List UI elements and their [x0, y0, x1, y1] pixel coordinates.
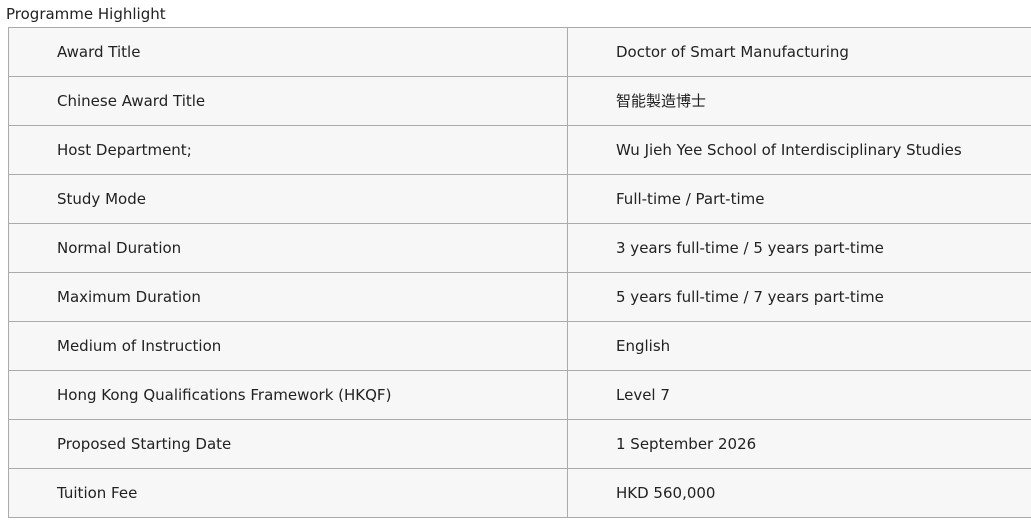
table-row: Tuition Fee HKD 560,000	[8, 468, 1031, 518]
row-value: 5 years full-time / 7 years part-time	[567, 272, 1031, 322]
row-label: Normal Duration	[8, 223, 568, 273]
table-row: Chinese Award Title 智能製造博士	[8, 76, 1031, 126]
row-label: Hong Kong Qualifications Framework (HKQF…	[8, 370, 568, 420]
row-label: Proposed Starting Date	[8, 419, 568, 469]
table-row: Normal Duration 3 years full-time / 5 yea…	[8, 223, 1031, 273]
row-value: HKD 560,000	[567, 468, 1031, 518]
table-row: Host Department; Wu Jieh Yee School of In…	[8, 125, 1031, 175]
row-value: 3 years full-time / 5 years part-time	[567, 223, 1031, 273]
row-value: Full-time / Part-time	[567, 174, 1031, 224]
row-value: Doctor of Smart Manufacturing	[567, 27, 1031, 77]
table-row: Maximum Duration 5 years full-time / 7 ye…	[8, 272, 1031, 322]
row-label: Award Title	[8, 27, 568, 77]
table-row: Study Mode Full-time / Part-time	[8, 174, 1031, 224]
programme-highlight-table: Award Title Doctor of Smart Manufacturing…	[8, 27, 1031, 518]
row-label: Tuition Fee	[8, 468, 568, 518]
row-value: 智能製造博士	[567, 76, 1031, 126]
row-value: 1 September 2026	[567, 419, 1031, 469]
row-label: Maximum Duration	[8, 272, 568, 322]
table-row: Hong Kong Qualifications Framework (HKQF…	[8, 370, 1031, 420]
table-row: Award Title Doctor of Smart Manufacturing	[8, 27, 1031, 77]
table-body: Award Title Doctor of Smart Manufacturing…	[8, 27, 1031, 518]
page-title: Programme Highlight	[6, 5, 166, 23]
row-value: English	[567, 321, 1031, 371]
row-label: Study Mode	[8, 174, 568, 224]
row-label: Medium of Instruction	[8, 321, 568, 371]
table-row: Proposed Starting Date 1 September 2026	[8, 419, 1031, 469]
row-value: Level 7	[567, 370, 1031, 420]
row-label: Chinese Award Title	[8, 76, 568, 126]
row-label: Host Department;	[8, 125, 568, 175]
table-row: Medium of Instruction English	[8, 321, 1031, 371]
row-value: Wu Jieh Yee School of Interdisciplinary …	[567, 125, 1031, 175]
